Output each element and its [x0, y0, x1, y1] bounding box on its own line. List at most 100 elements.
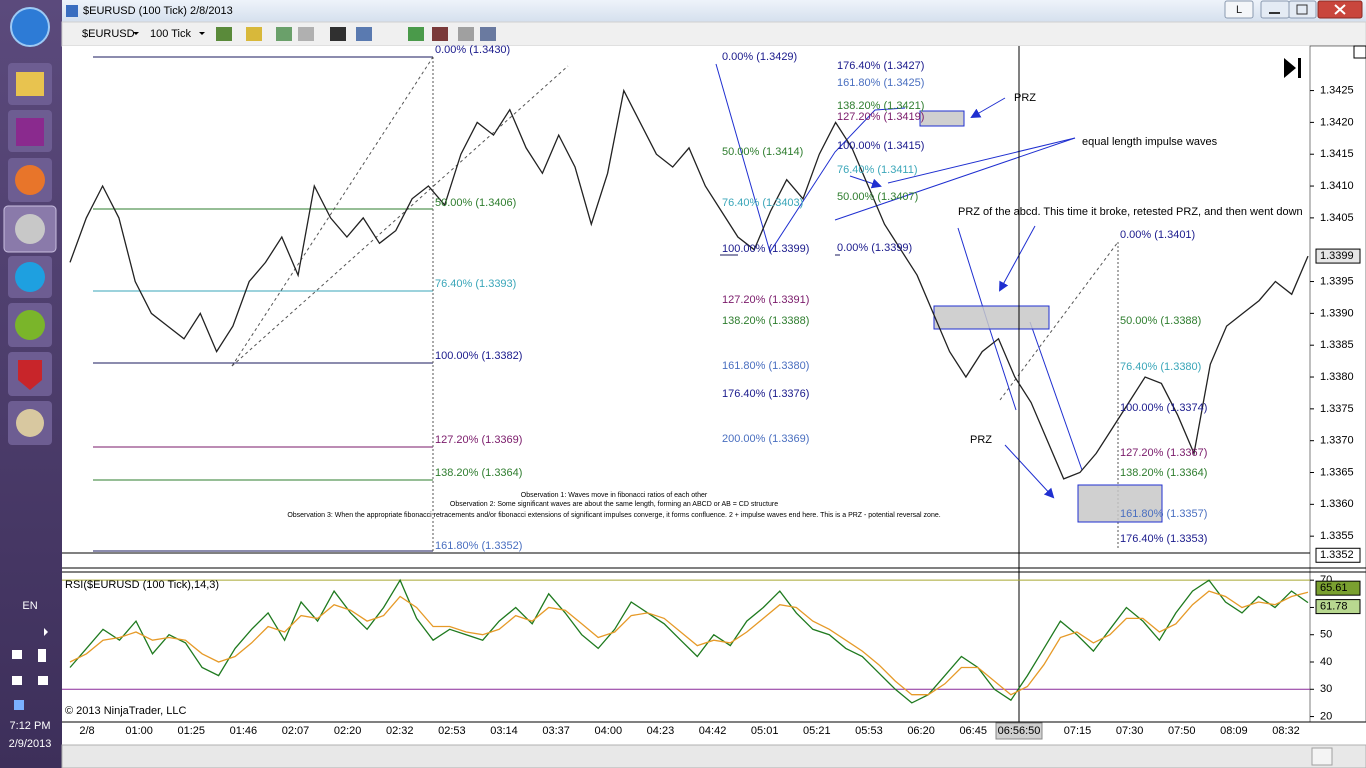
y-tick-label: 1.3390 — [1320, 307, 1354, 319]
y-tick-label: 1.3375 — [1320, 403, 1354, 415]
fib-label: 138.20% (1.3421) — [837, 100, 924, 112]
annotation: equal length impulse waves — [1082, 136, 1218, 148]
fib-label: 176.40% (1.3353) — [1120, 533, 1207, 545]
copyright: © 2013 NinjaTrader, LLC — [65, 705, 186, 717]
start-button[interactable] — [10, 7, 50, 47]
wave-lines — [715, 63, 1083, 499]
rsi-value-box — [1315, 580, 1361, 596]
rsi-title: RSI($EURUSD (100 Tick),14,3) — [65, 579, 219, 591]
toolbar-icons[interactable] — [216, 27, 496, 41]
x-tick-label: 03:14 — [490, 725, 518, 737]
y-tick-label: 1.3395 — [1320, 275, 1354, 287]
scroll-to-end[interactable] — [1284, 58, 1301, 78]
interval-selector[interactable]: 100 Tick — [150, 28, 191, 40]
y-tick-label: 30 — [1320, 683, 1332, 695]
fib-label: 200.00% (1.3369) — [722, 433, 809, 445]
rsi-line — [69, 590, 1309, 696]
y-tick-label: 1.3410 — [1320, 180, 1354, 192]
clock-date[interactable]: 2/9/2013 — [9, 738, 52, 750]
fib-label: 100.00% (1.3415) — [837, 140, 924, 152]
x-tick-label: 01:46 — [230, 725, 258, 737]
x-tick-label: 08:32 — [1272, 725, 1300, 737]
rsi-line — [69, 578, 1309, 704]
x-tick-label: 04:00 — [595, 725, 623, 737]
fib-label: 50.00% (1.3406) — [435, 197, 516, 209]
y-tick-label: 1.3370 — [1320, 435, 1354, 447]
observation: Observation 1: Waves move in fibonacci r… — [521, 492, 708, 499]
instrument-selector[interactable]: $EURUSD — [82, 28, 135, 40]
x-tick-label: 2/8 — [79, 725, 94, 737]
price-marker — [1315, 547, 1361, 563]
fib-label: 0.00% (1.3429) — [722, 51, 797, 63]
layout-button-label[interactable]: L — [1236, 4, 1242, 16]
annotation: PRZ of the abcd. This time it broke, ret… — [958, 206, 1303, 218]
fib-label: 127.20% (1.3391) — [722, 294, 809, 306]
x-tick-label: 05:53 — [855, 725, 883, 737]
fib-label: 161.80% (1.3357) — [1120, 508, 1207, 520]
y-tick-label: 1.3415 — [1320, 148, 1354, 160]
y-tick-label: 20 — [1320, 710, 1332, 722]
scrollbar[interactable] — [61, 744, 1366, 768]
x-tick-label: 06:20 — [907, 725, 935, 737]
x-tick-label: 01:00 — [125, 725, 153, 737]
y-tick-label: 40 — [1320, 656, 1332, 668]
y-tick-label: 1.3425 — [1320, 84, 1354, 96]
rsi-value-box — [1315, 599, 1361, 615]
x-tick-label: 02:32 — [386, 725, 414, 737]
x-tick-label: 01:25 — [177, 725, 205, 737]
fib-label: 100.00% (1.3399) — [722, 243, 809, 255]
y-tick-label: 1.3420 — [1320, 116, 1354, 128]
observation: Observation 3: When the appropriate fibo… — [287, 512, 940, 519]
fib-label: 50.00% (1.3388) — [1120, 315, 1201, 327]
minimize-button[interactable] — [1260, 0, 1290, 19]
layout-button[interactable] — [1224, 0, 1254, 19]
x-tick-label: 07:15 — [1064, 725, 1092, 737]
x-tick-label: 02:20 — [334, 725, 362, 737]
fib-label: 76.40% (1.3393) — [435, 278, 516, 290]
fib-label: 76.40% (1.3403) — [722, 197, 803, 209]
crosshair-time-box — [995, 722, 1043, 740]
fib-label: 0.00% (1.3430) — [435, 44, 510, 56]
price-marker-label: 1.3399 — [1320, 250, 1354, 262]
y-tick-label: 1.3355 — [1320, 530, 1354, 542]
x-tick-label: 04:42 — [699, 725, 727, 737]
fib-label: 0.00% (1.3399) — [837, 242, 912, 254]
x-tick-label: 05:01 — [751, 725, 779, 737]
fib-label: 176.40% (1.3427) — [837, 60, 924, 72]
fib-label: 100.00% (1.3374) — [1120, 402, 1207, 414]
fib-label: 138.20% (1.3364) — [435, 467, 522, 479]
y-tick-label: 1.3380 — [1320, 371, 1354, 383]
x-tick-label: 03:37 — [542, 725, 570, 737]
fib-label: 50.00% (1.3407) — [837, 191, 918, 203]
x-tick-label: 07:30 — [1116, 725, 1144, 737]
fib-label: 50.00% (1.3414) — [722, 146, 803, 158]
x-tick-label: 08:09 — [1220, 725, 1248, 737]
rsi-value-label: 65.61 — [1320, 582, 1348, 594]
price-marker-label: 1.3352 — [1320, 549, 1354, 561]
price-line — [69, 88, 1309, 480]
fib-label: 0.00% (1.3401) — [1120, 229, 1195, 241]
fib-label: 161.80% (1.3425) — [837, 77, 924, 89]
restore-button[interactable] — [1288, 0, 1317, 19]
x-tick-label: 06:45 — [959, 725, 987, 737]
y-tick-label: 1.3385 — [1320, 339, 1354, 351]
fib-label: 76.40% (1.3411) — [837, 164, 918, 176]
fib-label: 138.20% (1.3364) — [1120, 467, 1207, 479]
fib-label: 100.00% (1.3382) — [435, 350, 522, 362]
price-marker — [1315, 248, 1361, 264]
rsi-value-label: 61.78 — [1320, 601, 1348, 613]
x-tick-label: 07:50 — [1168, 725, 1196, 737]
fib-label: 176.40% (1.3376) — [722, 388, 809, 400]
x-tick-label: 04:23 — [647, 725, 675, 737]
fib-lines — [93, 56, 1119, 552]
annotation: PRZ — [1014, 92, 1036, 104]
crosshair-time: 06:56:50 — [998, 725, 1041, 737]
fib-label: 127.20% (1.3419) — [837, 111, 924, 123]
x-tick-label: 02:53 — [438, 725, 466, 737]
fib-label: 127.20% (1.3367) — [1120, 447, 1207, 459]
price-panel — [62, 46, 1310, 568]
clock-time[interactable]: 7:12 PM — [10, 720, 51, 732]
language[interactable]: EN — [22, 600, 37, 612]
